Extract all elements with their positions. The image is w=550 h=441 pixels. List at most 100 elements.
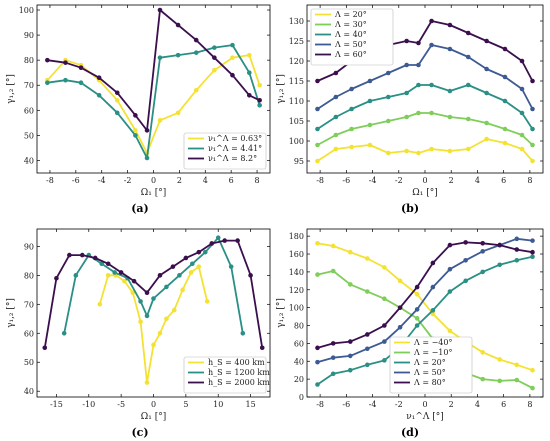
y-tick-label: 120 <box>289 57 304 66</box>
data-point <box>430 284 436 290</box>
data-point <box>497 378 503 384</box>
x-tick-label: -2 <box>124 176 132 185</box>
data-point <box>230 55 235 60</box>
x-tick-label: -8 <box>316 400 324 409</box>
panel-label-c: (c) <box>131 426 148 439</box>
data-point <box>222 238 227 243</box>
data-point <box>416 110 421 116</box>
data-point <box>429 82 434 88</box>
data-point <box>463 257 468 263</box>
x-tick-label: -8 <box>46 176 54 185</box>
data-point <box>382 323 387 328</box>
data-point <box>114 90 120 96</box>
data-point <box>180 287 185 293</box>
data-point <box>367 98 373 104</box>
data-point <box>416 82 421 88</box>
data-point <box>114 110 120 116</box>
data-point <box>480 376 485 382</box>
data-point <box>215 235 221 240</box>
data-point <box>175 110 181 116</box>
data-point <box>514 257 520 263</box>
x-tick-label: 6 <box>229 176 234 185</box>
data-point <box>209 241 215 246</box>
legend-box <box>389 336 473 394</box>
data-point <box>404 38 409 44</box>
data-point <box>484 66 489 72</box>
data-point <box>365 362 370 368</box>
x-tick-label: 0 <box>422 176 427 185</box>
legend-label: ν₁^Λ = 4.41° <box>208 144 262 153</box>
x-tick-label: 2 <box>449 176 454 185</box>
series-line <box>317 138 534 162</box>
data-point <box>497 262 503 268</box>
data-point <box>138 319 143 324</box>
x-axis-label: Ω₁ [°] <box>412 188 437 198</box>
data-point <box>333 70 339 76</box>
data-point <box>315 359 320 365</box>
series-line <box>317 237 533 363</box>
legend: Λ = −40°Λ = −10°Λ = 20°Λ = 50°Λ = 80° <box>389 336 473 394</box>
data-point <box>484 90 489 96</box>
data-point <box>131 278 137 284</box>
legend-label: Λ = 40° <box>334 30 367 39</box>
data-point <box>530 249 535 255</box>
x-tick-label: 10 <box>213 400 223 409</box>
legend-label: Λ = 50° <box>413 368 446 377</box>
data-point <box>164 316 169 322</box>
x-tick-label: -6 <box>72 176 80 185</box>
data-point <box>105 261 111 267</box>
data-point <box>349 106 354 112</box>
series-line <box>317 270 533 389</box>
data-point <box>151 296 156 301</box>
data-point <box>257 82 262 88</box>
data-point <box>414 323 420 328</box>
data-point <box>347 282 353 287</box>
data-point <box>164 284 169 290</box>
series-line <box>317 84 534 130</box>
x-tick-label: 15 <box>245 400 255 409</box>
data-point <box>347 249 353 255</box>
data-point <box>80 252 85 258</box>
data-point <box>463 240 468 245</box>
data-point <box>157 55 163 60</box>
data-point <box>333 114 339 120</box>
data-point <box>502 46 508 52</box>
data-point <box>404 148 409 154</box>
data-point <box>157 118 163 123</box>
data-point <box>333 94 339 100</box>
data-point <box>235 238 240 243</box>
x-tick-label: 0 <box>151 400 156 409</box>
data-point <box>196 249 202 255</box>
data-point <box>447 266 453 272</box>
series-line <box>316 255 533 386</box>
data-point <box>96 92 102 98</box>
data-point <box>212 55 217 60</box>
data-point <box>133 128 138 133</box>
data-point <box>170 264 176 269</box>
data-point <box>404 114 409 120</box>
y-tick-label: 60 <box>24 329 34 338</box>
data-point <box>367 142 373 148</box>
data-point <box>480 240 485 246</box>
data-point <box>382 358 387 363</box>
y-tick-label: 110 <box>289 97 304 106</box>
data-point <box>315 240 320 246</box>
data-point <box>330 371 336 377</box>
data-point <box>228 264 234 269</box>
data-point <box>447 242 453 248</box>
y-tick-label: 105 <box>289 117 304 126</box>
x-tick-label: -2 <box>395 176 403 185</box>
data-point <box>315 272 320 277</box>
data-point <box>365 332 370 337</box>
data-point <box>144 128 150 133</box>
data-point <box>114 97 120 103</box>
y-tick-label: 20 <box>294 375 304 384</box>
panel-d: -8 -6 -4 -2 0 2 4 6 8020406080100120140160180ν₁^… <box>276 228 544 422</box>
data-point <box>96 75 102 81</box>
data-point <box>414 284 420 290</box>
y-tick-label: 50 <box>24 131 34 140</box>
data-point <box>196 264 202 269</box>
data-point <box>430 311 436 317</box>
data-point <box>248 273 253 278</box>
data-point <box>193 87 199 93</box>
